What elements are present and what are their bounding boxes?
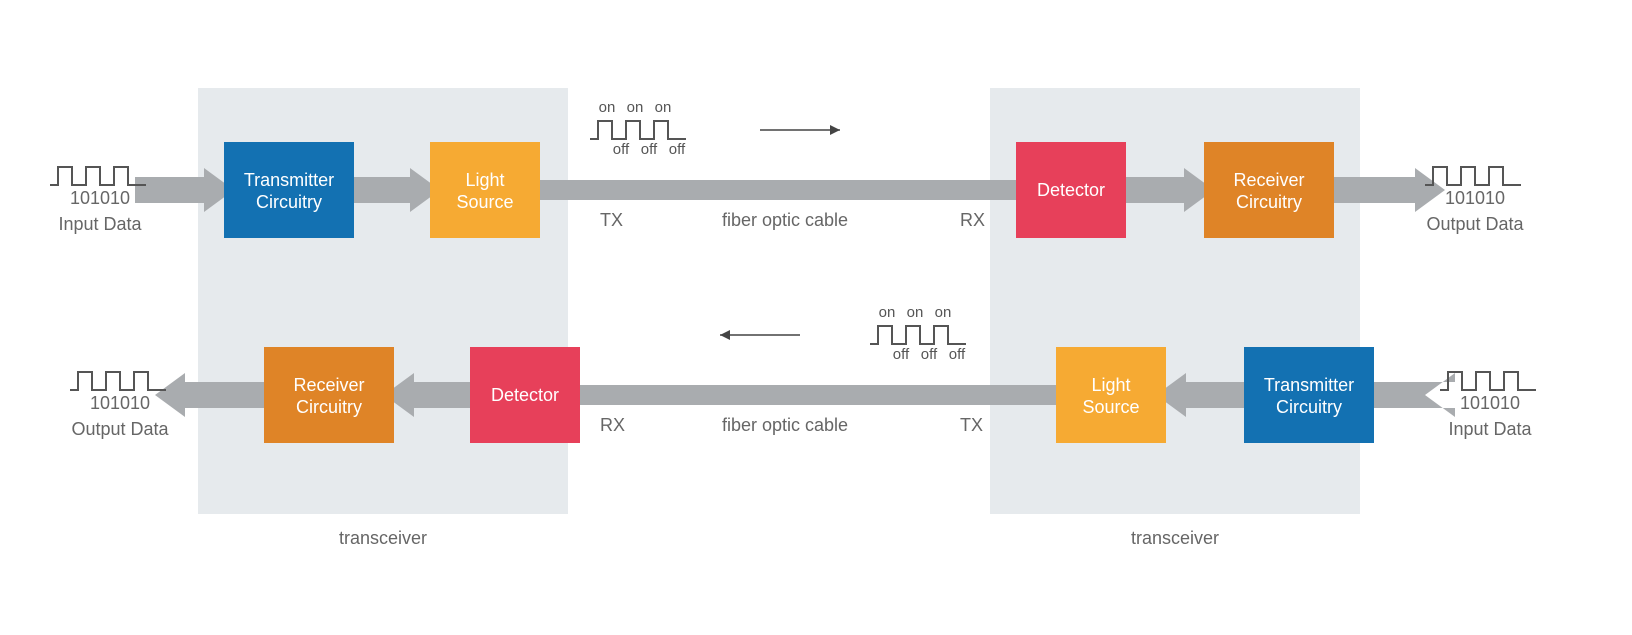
io-label: Output Data: [1426, 214, 1524, 234]
svg-text:on: on: [879, 304, 896, 321]
svg-text:Source: Source: [456, 192, 513, 212]
svg-text:Light: Light: [465, 170, 504, 190]
svg-text:Light: Light: [1091, 375, 1130, 395]
svg-text:Circuitry: Circuitry: [1276, 397, 1342, 417]
svg-text:on: on: [599, 99, 616, 116]
svg-text:Transmitter: Transmitter: [244, 170, 334, 190]
io-label: Input Data: [1448, 419, 1532, 439]
svg-text:Transmitter: Transmitter: [1264, 375, 1354, 395]
fiber-label-b: fiber optic cable: [722, 415, 848, 435]
svg-text:on: on: [907, 304, 924, 321]
io-data: 101010: [70, 188, 130, 208]
transmitter-circuitry-box: TransmitterCircuitry: [224, 142, 354, 238]
rx-label: RX: [960, 210, 985, 230]
io-data: 101010: [90, 393, 150, 413]
fiber-cable-top: [538, 180, 1018, 200]
detector-box-b: Detector: [470, 347, 580, 443]
transceiver-label: transceiver: [1131, 528, 1219, 548]
fiber-label: fiber optic cable: [722, 210, 848, 230]
svg-text:Circuitry: Circuitry: [1236, 192, 1302, 212]
svg-text:off: off: [641, 141, 658, 158]
svg-text:off: off: [921, 346, 938, 363]
svg-text:off: off: [613, 141, 630, 158]
svg-text:Source: Source: [1082, 397, 1139, 417]
tx-label-b: TX: [960, 415, 983, 435]
svg-text:on: on: [627, 99, 644, 116]
svg-text:Detector: Detector: [491, 385, 559, 405]
svg-text:on: on: [935, 304, 952, 321]
tx-label: TX: [600, 210, 623, 230]
svg-text:off: off: [893, 346, 910, 363]
svg-text:Receiver: Receiver: [293, 375, 364, 395]
receiver-circuitry-box: ReceiverCircuitry: [1204, 142, 1334, 238]
io-label: Output Data: [71, 419, 169, 439]
receiver-circuitry-box-b: ReceiverCircuitry: [264, 347, 394, 443]
rx-label-b: RX: [600, 415, 625, 435]
io-data: 101010: [1445, 188, 1505, 208]
light-source-box: LightSource: [430, 142, 540, 238]
transceiver-label: transceiver: [339, 528, 427, 548]
svg-text:off: off: [669, 141, 686, 158]
io-label: Input Data: [58, 214, 142, 234]
svg-text:off: off: [949, 346, 966, 363]
transmitter-circuitry-box-b: TransmitterCircuitry: [1244, 347, 1374, 443]
svg-text:Receiver: Receiver: [1233, 170, 1304, 190]
io-data: 101010: [1460, 393, 1520, 413]
fiber-cable-bot: [578, 385, 1058, 405]
svg-text:on: on: [655, 99, 672, 116]
svg-text:Detector: Detector: [1037, 180, 1105, 200]
light-source-box-b: LightSource: [1056, 347, 1166, 443]
detector-box: Detector: [1016, 142, 1126, 238]
svg-text:Circuitry: Circuitry: [256, 192, 322, 212]
svg-text:Circuitry: Circuitry: [296, 397, 362, 417]
